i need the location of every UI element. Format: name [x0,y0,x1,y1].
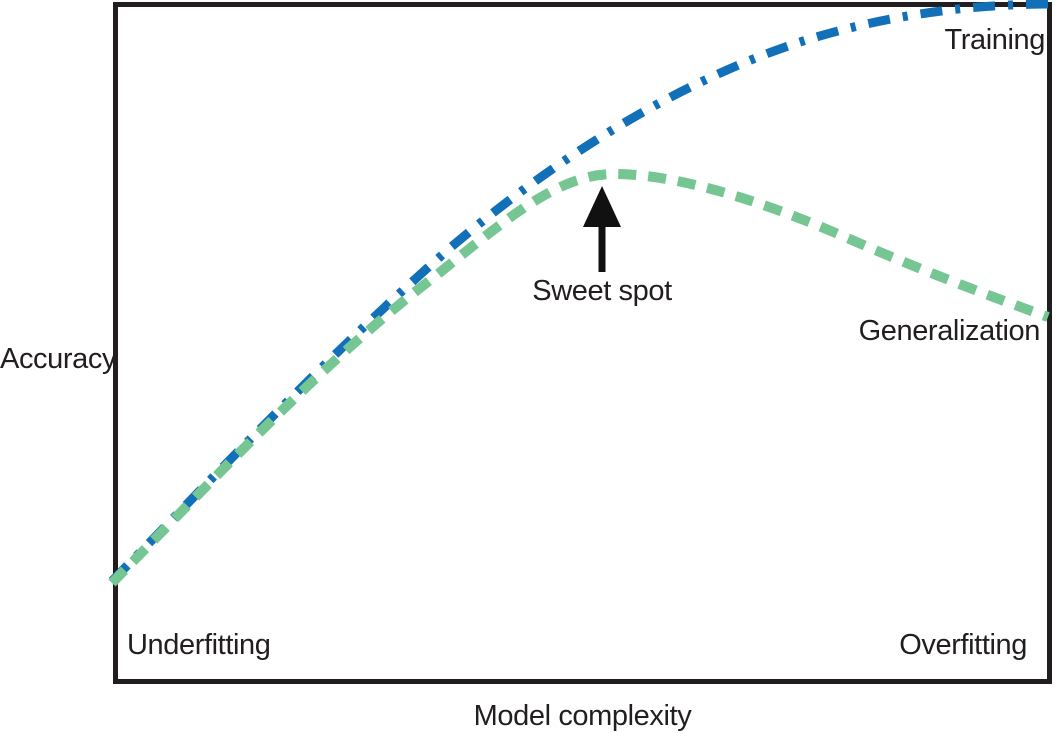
generalization-curve [108,168,1050,587]
y-axis-label: Accuracy [0,343,117,375]
overfitting-region-label: Overfitting [899,629,1027,661]
x-axis-label: Model complexity [473,700,692,732]
sweet-spot-arrow-icon [583,186,621,272]
generalization-curve-label: Generalization [858,315,1041,347]
plot-area-frame [113,2,1052,684]
training-curve-label: Training [944,24,1046,56]
underfitting-region-label: Underfitting [127,629,271,661]
training-curve [108,0,1053,585]
sweet-spot-annotation: Sweet spot [532,275,672,307]
